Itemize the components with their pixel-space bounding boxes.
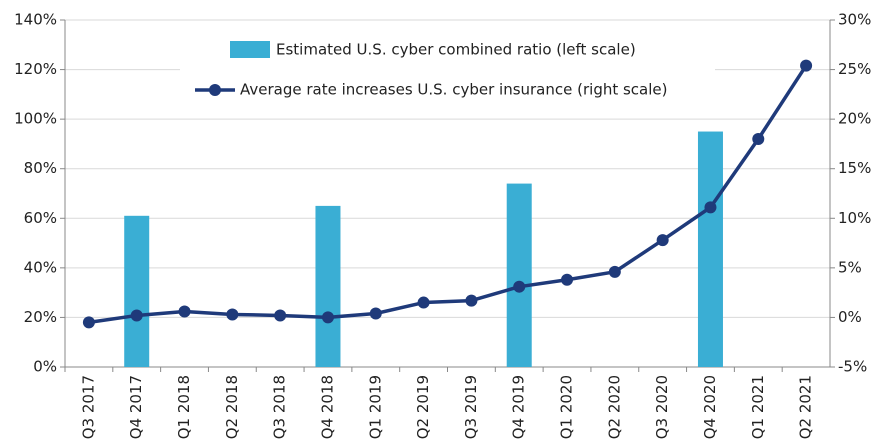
line [88, 64, 808, 325]
point [800, 59, 813, 72]
point [226, 308, 239, 321]
point [561, 273, 574, 286]
y2-tick-label: -5% [838, 358, 867, 376]
x-tick-label: Q2 2019 [414, 375, 432, 439]
point [321, 311, 334, 324]
bar [124, 215, 150, 367]
y-tick-label: 140% [14, 11, 57, 29]
x-tick-label: Q3 2019 [462, 375, 480, 439]
point [274, 309, 287, 322]
x-tick-label: Q1 2020 [558, 375, 576, 439]
x-tick-label: Q4 2019 [510, 375, 528, 439]
point [417, 296, 430, 309]
point [130, 309, 143, 322]
x-tick-label: Q4 2020 [701, 375, 719, 439]
y2-tick-label: 10% [838, 209, 871, 227]
y-tick-label: 60% [24, 209, 57, 227]
legend-label: Average rate increases U.S. cyber insura… [240, 81, 668, 99]
y-tick-label: 0% [33, 358, 57, 376]
point [752, 132, 765, 145]
bar [315, 205, 341, 367]
y-tick-label: 40% [24, 258, 57, 276]
point [704, 201, 717, 214]
point [369, 307, 382, 320]
x-tick-label: Q2 2021 [797, 375, 815, 439]
x-tick-label: Q3 2020 [653, 375, 671, 439]
y-tick-label: 80% [24, 159, 57, 177]
y-tick-label: 20% [24, 308, 57, 326]
legend-swatch [230, 41, 270, 58]
x-tick-label: Q1 2021 [749, 375, 767, 439]
x-tick-label: Q4 2018 [318, 375, 336, 439]
y2-tick-label: 5% [838, 258, 862, 276]
y2-tick-label: 25% [838, 60, 871, 78]
y2-tick-label: 20% [838, 110, 871, 128]
legend-label: Estimated U.S. cyber combined ratio (lef… [276, 41, 636, 59]
point [608, 265, 621, 278]
legend-marker [209, 84, 221, 96]
point [465, 294, 478, 307]
x-tick-label: Q1 2018 [175, 375, 193, 439]
point [82, 316, 95, 329]
x-tick-label: Q4 2017 [127, 375, 145, 439]
bar [506, 183, 532, 367]
x-tick-label: Q2 2018 [223, 375, 241, 439]
y-tick-label: 120% [14, 60, 57, 78]
point [513, 280, 526, 293]
bar [697, 131, 723, 367]
x-tick-label: Q3 2017 [79, 375, 97, 439]
y-tick-label: 100% [14, 110, 57, 128]
y2-tick-label: 0% [838, 308, 862, 326]
point [178, 305, 191, 318]
x-tick-label: Q1 2019 [366, 375, 384, 439]
x-tick-label: Q3 2018 [271, 375, 289, 439]
y2-tick-label: 15% [838, 159, 871, 177]
x-tick-label: Q2 2020 [605, 375, 623, 439]
point [656, 234, 669, 247]
y2-tick-label: 30% [838, 11, 871, 29]
